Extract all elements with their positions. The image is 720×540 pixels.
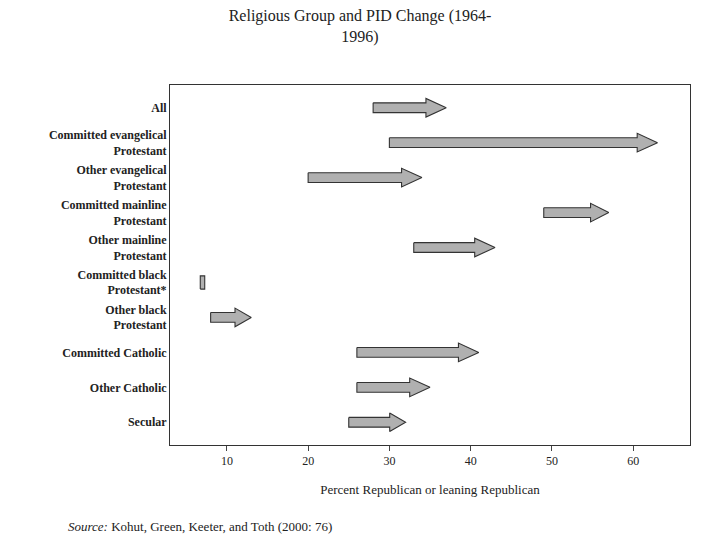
svg-text:Committed Catholic: Committed Catholic — [62, 346, 167, 360]
svg-text:Other blackProtestant: Other blackProtestant — [105, 303, 167, 333]
svg-text:20: 20 — [302, 454, 314, 468]
svg-text:Source: Kohut, Green, Keeter,: Source: Kohut, Green, Keeter, and Toth (… — [68, 519, 332, 534]
svg-text:All: All — [151, 101, 167, 115]
svg-text:10: 10 — [221, 454, 233, 468]
svg-text:Other mainlineProtestant: Other mainlineProtestant — [88, 233, 167, 263]
svg-text:Committed blackProtestant*: Committed blackProtestant* — [78, 268, 167, 298]
svg-text:40: 40 — [465, 454, 477, 468]
svg-text:Secular: Secular — [128, 415, 167, 429]
svg-text:30: 30 — [383, 454, 395, 468]
svg-text:Other Catholic: Other Catholic — [90, 381, 167, 395]
svg-text:Percent Republican or leaning: Percent Republican or leaning Republican — [320, 482, 540, 497]
svg-text:60: 60 — [627, 454, 639, 468]
svg-text:Other evangelicalProtestant: Other evangelicalProtestant — [77, 163, 168, 193]
svg-text:Committed mainlineProtestant: Committed mainlineProtestant — [61, 198, 167, 228]
svg-text:Committed evangelicalProtestan: Committed evangelicalProtestant — [49, 128, 167, 158]
svg-text:50: 50 — [546, 454, 558, 468]
svg-text:Religious Group and PID Change: Religious Group and PID Change (1964-199… — [229, 7, 492, 46]
